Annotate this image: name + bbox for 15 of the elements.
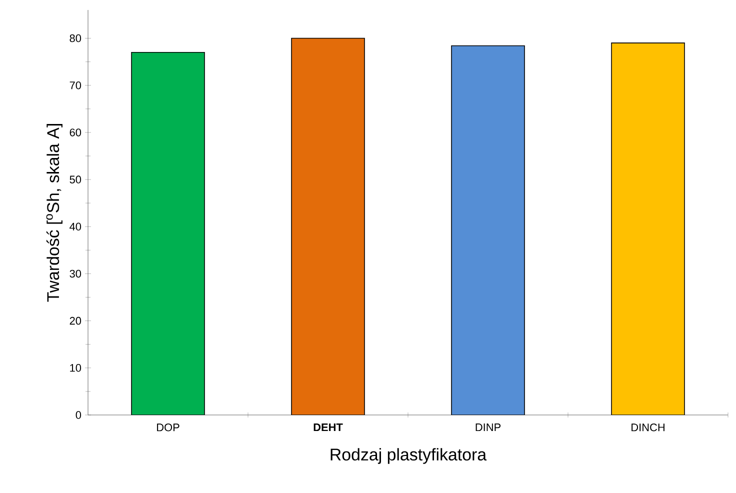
- y-tick-label: 50: [70, 176, 82, 184]
- y-tick-label: 80: [70, 34, 82, 42]
- y-tick-label: 60: [70, 128, 82, 136]
- y-tick-label: 70: [70, 81, 82, 90]
- y-axis-title: Twardość [$^{o}$Sh, skala A]: [46, 124, 62, 302]
- y-tick-label: 10: [70, 364, 82, 372]
- y-tick-label: 0: [76, 411, 82, 419]
- y-tick-label: 30: [70, 270, 82, 278]
- x-tick-label: DINCH: [632, 424, 664, 432]
- y-tick-label: 20: [70, 316, 82, 325]
- y-tick-label: 40: [70, 222, 82, 230]
- x-tick-label: DOP: [157, 424, 180, 432]
- x-tick-label: DINP: [476, 424, 501, 432]
- x-axis-title: Rodzaj plastyfikatora: [330, 448, 487, 464]
- x-tick-label: DEHT: [314, 424, 343, 432]
